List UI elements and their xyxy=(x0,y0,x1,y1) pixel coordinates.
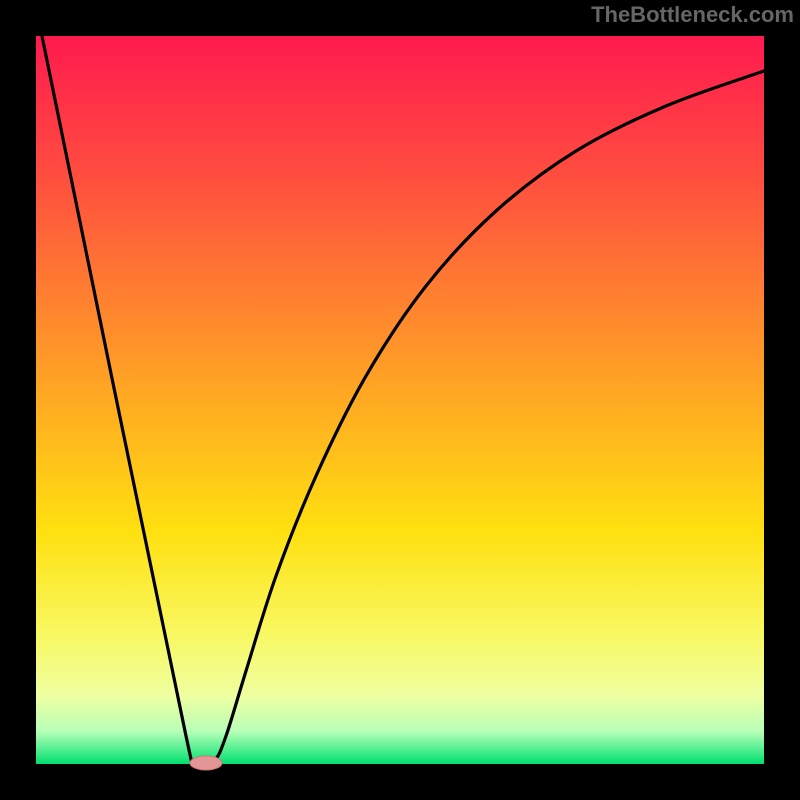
chart-container: TheBottleneck.com xyxy=(0,0,800,800)
bottleneck-chart xyxy=(0,0,800,800)
watermark-text: TheBottleneck.com xyxy=(591,2,794,28)
chart-plot-area xyxy=(36,36,764,764)
optimal-point-marker xyxy=(190,756,222,770)
